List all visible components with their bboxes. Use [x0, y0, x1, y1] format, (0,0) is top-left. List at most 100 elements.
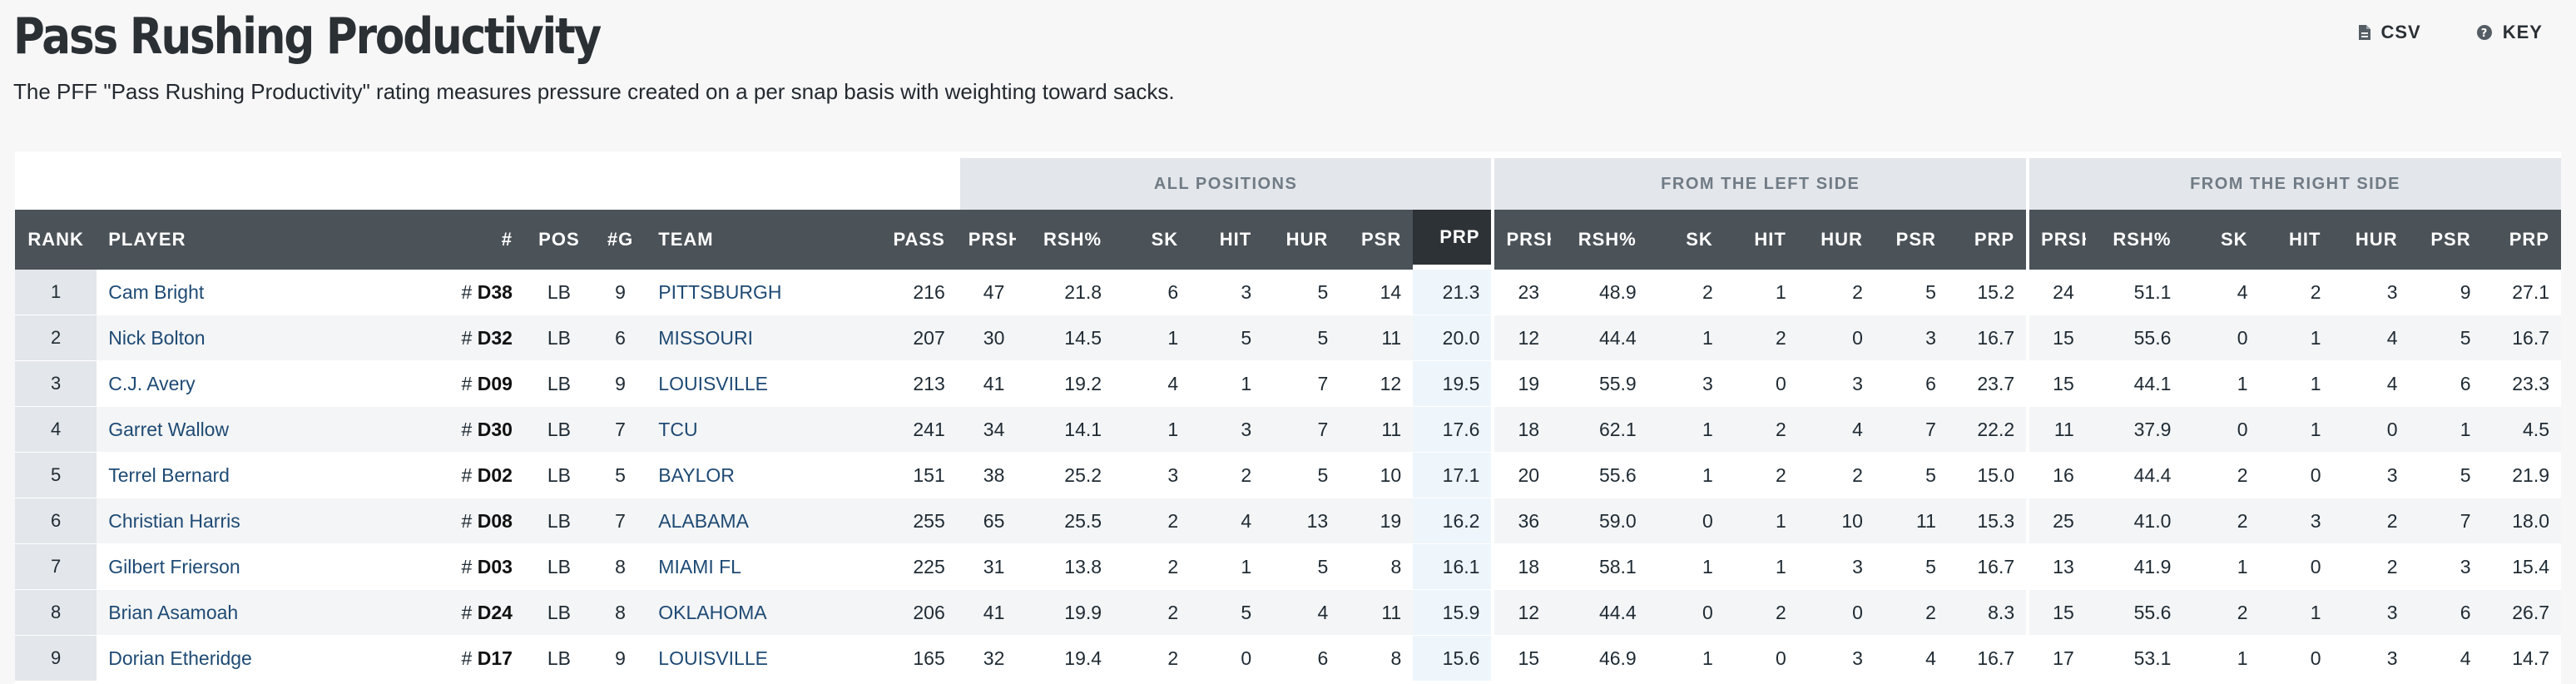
csv-download-button[interactable]: CSV: [2358, 22, 2421, 43]
left-psr-cell: 5: [1874, 270, 1948, 315]
games-cell: 9: [593, 361, 647, 407]
right-hit-cell: 0: [2259, 636, 2333, 682]
player-link[interactable]: C.J. Avery: [108, 372, 196, 394]
col-left-prsh[interactable]: PRSH: [1491, 210, 1552, 270]
team-link[interactable]: OKLAHOMA: [658, 601, 767, 623]
col-team[interactable]: TEAM: [646, 210, 817, 270]
player-link[interactable]: Brian Asamoah: [108, 601, 239, 623]
right-hit-cell: 0: [2259, 544, 2333, 590]
player-link[interactable]: Nick Bolton: [108, 326, 206, 349]
col-all-prsh[interactable]: PRSH: [956, 210, 1017, 270]
right-rsh-pct-cell: 53.1: [2085, 636, 2183, 682]
right-prsh-cell: 24: [2026, 270, 2086, 315]
jersey-cell: # D03: [429, 544, 524, 590]
all-rsh-pct-cell: 14.1: [1016, 407, 1114, 453]
right-prp-cell: 14.7: [2482, 636, 2561, 682]
left-prp-cell: 22.2: [1947, 407, 2027, 453]
col-left-hur[interactable]: HUR: [1797, 210, 1875, 270]
left-psr-cell: 7: [1874, 407, 1948, 453]
jersey-prefix: #: [461, 555, 478, 577]
rank-cell: 7: [15, 544, 97, 590]
team-link[interactable]: LOUISVILLE: [658, 647, 768, 669]
jersey-number: D24: [477, 601, 513, 623]
col-all-prp-sorted[interactable]: PRP: [1413, 210, 1492, 270]
player-link[interactable]: Garret Wallow: [108, 418, 230, 440]
table-row[interactable]: 8 Brian Asamoah # D24 LB 8 OKLAHOMA 206 41 19.9 2…: [15, 590, 2561, 636]
col-left-prp[interactable]: PRP: [1947, 210, 2027, 270]
col-all-sk[interactable]: SK: [1113, 210, 1191, 270]
col-jersey[interactable]: #: [429, 210, 524, 270]
col-right-hur[interactable]: HUR: [2332, 210, 2410, 270]
col-right-hit[interactable]: HIT: [2259, 210, 2333, 270]
right-psr-cell: 6: [2409, 361, 2483, 407]
table-row[interactable]: 3 C.J. Avery # D09 LB 9 LOUISVILLE 213 41 19.2 4 1…: [15, 361, 2561, 407]
col-right-prsh[interactable]: PRSH: [2026, 210, 2086, 270]
rank-cell: 8: [15, 590, 97, 636]
team-link[interactable]: MIAMI FL: [658, 555, 741, 577]
player-link[interactable]: Terrel Bernard: [108, 463, 230, 486]
col-right-psr[interactable]: PSR: [2409, 210, 2483, 270]
pass-cell: 165: [816, 636, 957, 682]
col-left-rsh-pct[interactable]: RSH%: [1551, 210, 1648, 270]
file-icon: [2358, 24, 2371, 41]
pass-cell: 216: [816, 270, 957, 315]
team-link[interactable]: ALABAMA: [658, 509, 749, 532]
player-cell: Gilbert Frierson: [97, 544, 429, 590]
col-player[interactable]: PLAYER: [97, 210, 429, 270]
jersey-prefix: #: [461, 280, 478, 303]
col-all-hur[interactable]: HUR: [1263, 210, 1340, 270]
right-prsh-cell: 15: [2026, 590, 2086, 636]
rank-cell: 5: [15, 453, 97, 498]
table-row[interactable]: 1 Cam Bright # D38 LB 9 PITTSBURGH 216 47 21.8 6 3…: [15, 270, 2561, 315]
table-row[interactable]: 7 Gilbert Frierson # D03 LB 8 MIAMI FL 225 31 13…: [15, 544, 2561, 590]
col-pass[interactable]: PASS: [816, 210, 957, 270]
col-left-hit[interactable]: HIT: [1724, 210, 1798, 270]
jersey-cell: # D02: [429, 453, 524, 498]
team-link[interactable]: BAYLOR: [658, 463, 735, 486]
player-link[interactable]: Gilbert Frierson: [108, 555, 240, 577]
table-row[interactable]: 6 Christian Harris # D08 LB 7 ALABAMA 255 65 25.…: [15, 498, 2561, 544]
col-right-sk[interactable]: SK: [2182, 210, 2260, 270]
group-left-side: FROM THE LEFT SIDE: [1491, 151, 2027, 210]
col-pos[interactable]: POS: [523, 210, 594, 270]
table-body: 1 Cam Bright # D38 LB 9 PITTSBURGH 216 47 21.8 6 3…: [15, 270, 2561, 682]
left-sk-cell: 1: [1647, 453, 1725, 498]
all-hur-cell: 5: [1263, 270, 1340, 315]
col-right-rsh-pct[interactable]: RSH%: [2085, 210, 2183, 270]
right-psr-cell: 9: [2409, 270, 2483, 315]
col-all-rsh-pct[interactable]: RSH%: [1016, 210, 1114, 270]
right-hur-cell: 4: [2332, 361, 2410, 407]
pass-cell: 241: [816, 407, 957, 453]
player-link[interactable]: Christian Harris: [108, 509, 240, 532]
key-button[interactable]: ? KEY: [2476, 22, 2543, 43]
team-link[interactable]: TCU: [658, 418, 698, 440]
left-hit-cell: 0: [1724, 636, 1798, 682]
table-row[interactable]: 2 Nick Bolton # D32 LB 6 MISSOURI 207 30 14.5 1 5 5…: [15, 315, 2561, 361]
left-prsh-cell: 36: [1491, 498, 1552, 544]
col-left-sk[interactable]: SK: [1647, 210, 1725, 270]
col-all-psr[interactable]: PSR: [1340, 210, 1414, 270]
right-prsh-cell: 15: [2026, 315, 2086, 361]
left-rsh-pct-cell: 55.9: [1551, 361, 1648, 407]
left-sk-cell: 1: [1647, 636, 1725, 682]
jersey-prefix: #: [461, 509, 478, 532]
right-hur-cell: 0: [2332, 407, 2410, 453]
col-right-prp[interactable]: PRP: [2482, 210, 2561, 270]
col-games[interactable]: #G: [593, 210, 647, 270]
jersey-prefix: #: [461, 463, 478, 486]
right-hur-cell: 3: [2332, 270, 2410, 315]
table-row[interactable]: 9 Dorian Etheridge # D17 LB 9 LOUISVILLE 165 32…: [15, 636, 2561, 682]
table-row[interactable]: 4 Garret Wallow # D30 LB 7 TCU 241 34 14.1 1 3 7 11 1…: [15, 407, 2561, 453]
table-row[interactable]: 5 Terrel Bernard # D02 LB 5 BAYLOR 151 38 25.2 3 2…: [15, 453, 2561, 498]
all-hur-cell: 5: [1263, 315, 1340, 361]
team-link[interactable]: PITTSBURGH: [658, 280, 782, 303]
col-all-hit[interactable]: HIT: [1190, 210, 1264, 270]
col-left-psr[interactable]: PSR: [1874, 210, 1948, 270]
col-rank[interactable]: RANK: [15, 210, 97, 270]
player-link[interactable]: Cam Bright: [108, 280, 205, 303]
right-prp-cell: 18.0: [2482, 498, 2561, 544]
player-link[interactable]: Dorian Etheridge: [108, 647, 252, 669]
team-link[interactable]: LOUISVILLE: [658, 372, 768, 394]
left-prsh-cell: 18: [1491, 407, 1552, 453]
team-link[interactable]: MISSOURI: [658, 326, 754, 349]
